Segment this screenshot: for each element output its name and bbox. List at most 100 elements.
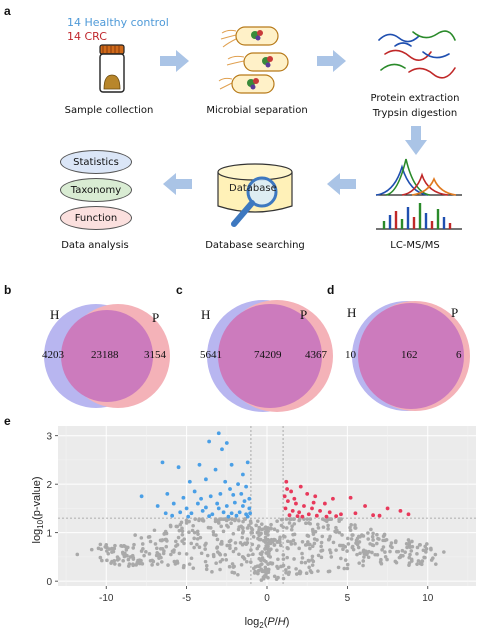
ns-point bbox=[291, 517, 296, 521]
ns-point bbox=[264, 570, 268, 574]
down-regulated-point bbox=[223, 479, 228, 484]
ns-point bbox=[308, 569, 313, 573]
ns-point bbox=[276, 557, 280, 562]
ns-point bbox=[275, 529, 280, 533]
ns-point bbox=[245, 559, 249, 564]
ns-point bbox=[150, 563, 154, 567]
venn-d-label-h: H bbox=[347, 305, 357, 320]
lcms-spectrum-icon bbox=[375, 158, 462, 230]
ns-point bbox=[300, 539, 305, 544]
ns-point bbox=[223, 553, 228, 557]
down-regulated-point bbox=[240, 472, 245, 477]
ns-point bbox=[299, 560, 304, 565]
x-tick-labels: -10 -5 0 5 10 bbox=[99, 586, 434, 604]
ns-point bbox=[161, 551, 166, 556]
ns-point bbox=[155, 550, 159, 555]
ns-point bbox=[154, 553, 159, 558]
ns-point bbox=[272, 527, 277, 532]
ns-point bbox=[75, 552, 80, 557]
ns-point bbox=[128, 555, 133, 559]
ns-point bbox=[371, 538, 375, 542]
up-regulated-point bbox=[371, 513, 376, 518]
ns-point bbox=[164, 544, 169, 549]
venn-diagram-b bbox=[44, 304, 170, 408]
ns-point bbox=[346, 536, 350, 541]
venn-d-label-p: P bbox=[451, 305, 459, 320]
ns-point bbox=[256, 568, 261, 573]
down-regulated-point bbox=[210, 512, 215, 517]
up-regulated-point bbox=[300, 514, 305, 519]
peptides-icon bbox=[378, 30, 456, 79]
ns-point bbox=[283, 534, 287, 539]
ns-point bbox=[177, 551, 182, 556]
venn-c-shared: 74209 bbox=[254, 349, 282, 361]
ns-point bbox=[383, 555, 388, 559]
ns-point bbox=[306, 534, 311, 538]
venn-d-shared: 162 bbox=[401, 349, 418, 361]
ns-point bbox=[263, 526, 267, 530]
ns-point bbox=[307, 521, 311, 525]
ns-point bbox=[219, 542, 223, 546]
ns-point bbox=[160, 546, 165, 551]
ns-point bbox=[266, 533, 270, 537]
ns-point bbox=[366, 537, 371, 541]
ns-point bbox=[171, 550, 176, 554]
label-sample-collection: Sample collection bbox=[64, 105, 154, 116]
up-regulated-point bbox=[282, 494, 287, 499]
ns-point bbox=[361, 563, 365, 568]
arrow-right-icon bbox=[160, 50, 189, 72]
ns-point bbox=[159, 555, 163, 560]
up-regulated-point bbox=[283, 506, 288, 511]
y-tick-label: 1 bbox=[46, 529, 52, 540]
ns-point bbox=[342, 566, 347, 571]
ns-point bbox=[193, 517, 198, 521]
ns-point bbox=[152, 528, 157, 533]
ns-point bbox=[331, 540, 336, 545]
ns-point bbox=[184, 552, 189, 556]
ns-point bbox=[410, 544, 415, 549]
down-regulated-point bbox=[186, 514, 191, 519]
down-regulated-point bbox=[208, 494, 213, 499]
ns-point bbox=[268, 541, 273, 546]
ns-point bbox=[269, 522, 273, 527]
up-regulated-point bbox=[292, 496, 297, 501]
ns-point bbox=[409, 557, 414, 562]
ns-point bbox=[231, 565, 236, 569]
ns-point bbox=[252, 571, 257, 575]
ns-points bbox=[75, 517, 446, 582]
ns-point bbox=[160, 538, 165, 542]
ns-point bbox=[366, 555, 371, 560]
label-data-analysis: Data analysis bbox=[61, 240, 129, 251]
ns-point bbox=[250, 542, 255, 547]
ns-point bbox=[239, 562, 244, 567]
panel-c-letter: c bbox=[176, 283, 183, 297]
ns-point bbox=[175, 524, 180, 529]
x-axis-label: log2(P/H) bbox=[245, 616, 290, 630]
ns-point bbox=[377, 537, 381, 541]
ns-point bbox=[409, 549, 414, 553]
ns-point bbox=[224, 558, 229, 562]
down-regulated-point bbox=[231, 492, 236, 497]
ns-point bbox=[326, 569, 331, 574]
ns-point bbox=[434, 562, 438, 566]
ns-point bbox=[346, 542, 351, 546]
ns-point bbox=[355, 552, 359, 557]
down-regulated-point bbox=[215, 501, 220, 506]
ns-point bbox=[105, 549, 109, 553]
venn-b-left-only: 4203 bbox=[42, 349, 64, 361]
ns-point bbox=[166, 563, 170, 567]
ns-point bbox=[248, 560, 253, 564]
y-tick-label: 2 bbox=[46, 480, 52, 491]
arrow-left-icon bbox=[163, 173, 192, 195]
ns-point bbox=[394, 549, 399, 554]
ns-point bbox=[375, 541, 379, 546]
up-regulated-point bbox=[287, 513, 292, 518]
venn-c-left-only: 5641 bbox=[200, 349, 222, 361]
ns-point bbox=[343, 558, 348, 562]
label-database-searching: Database searching bbox=[205, 240, 305, 251]
ns-point bbox=[305, 517, 310, 521]
ns-point bbox=[195, 542, 199, 547]
ns-point bbox=[126, 564, 131, 568]
ns-point bbox=[199, 551, 204, 556]
ns-point bbox=[337, 543, 342, 548]
